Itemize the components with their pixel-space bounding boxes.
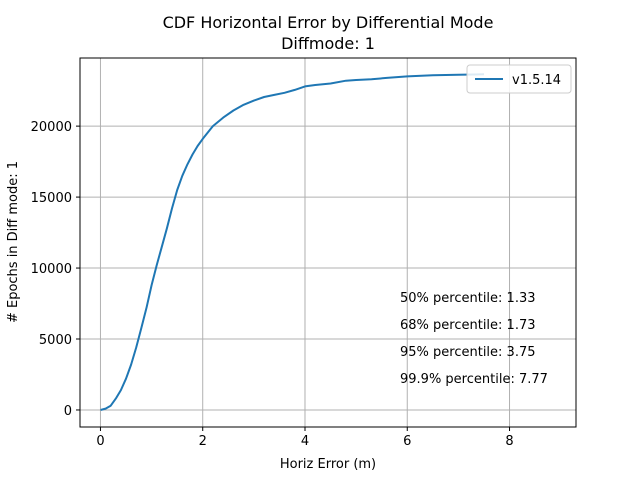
legend-box (466, 64, 572, 94)
x-tick-label: 6 (403, 434, 411, 449)
legend: v1.5.14 (466, 64, 572, 94)
annotation-block: 50% percentile: 1.33 68% percentile: 1.7… (400, 291, 548, 387)
y-tick-label: 10000 (31, 262, 72, 277)
y-axis-label: # Epochs in Diff mode: 1 (6, 161, 21, 323)
annotation-99-9-percentile: 99.9% percentile: 7.77 (400, 372, 548, 387)
x-tick-label: 4 (301, 434, 309, 449)
y-tick-label: 0 (64, 404, 72, 419)
y-tick-label: 20000 (31, 120, 72, 135)
series-line-v1-5-14 (100, 73, 485, 411)
plot-frame (79, 57, 577, 428)
x-axis-label: Horiz Error (m) (280, 457, 376, 472)
grid-layer (80, 58, 576, 427)
annotation-50-percentile: 50% percentile: 1.33 (400, 291, 536, 306)
chart-subtitle: Diffmode: 1 (281, 34, 375, 53)
y-tick-label: 15000 (31, 191, 72, 206)
legend-label: v1.5.14 (512, 73, 561, 88)
annotation-68-percentile: 68% percentile: 1.73 (400, 318, 536, 333)
chart-title: CDF Horizontal Error by Differential Mod… (163, 13, 494, 32)
series-layer (100, 73, 485, 411)
y-tick-label: 5000 (39, 333, 72, 348)
x-tick-label: 8 (505, 434, 513, 449)
x-tick-label: 0 (96, 434, 104, 449)
x-tick-label: 2 (199, 434, 207, 449)
annotation-95-percentile: 95% percentile: 3.75 (400, 345, 536, 360)
tick-layer: 0 2 4 6 8 0 5000 10000 15000 20000 (31, 120, 514, 449)
